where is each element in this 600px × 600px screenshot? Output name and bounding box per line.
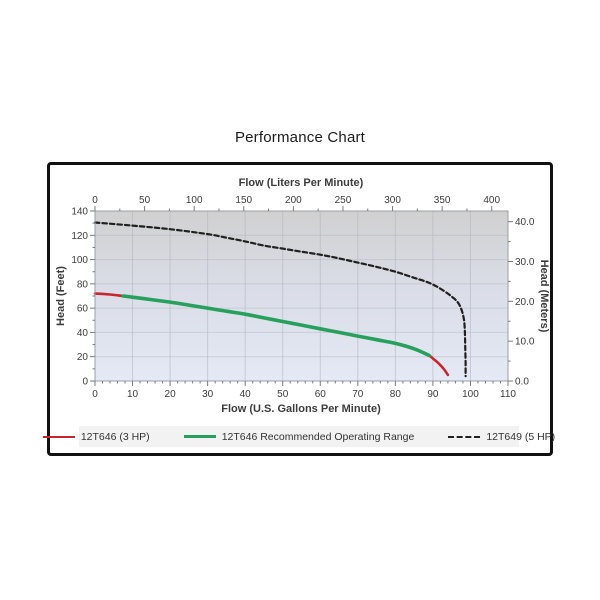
chart-title: Performance Chart <box>234 129 366 146</box>
right-tick-label: 10.0 <box>515 337 535 348</box>
bottom-tick-label: 70 <box>352 389 364 400</box>
legend-label-3hp: 12T646 (3 HP) <box>80 430 150 443</box>
bottom-tick-label: 80 <box>390 389 402 400</box>
legend-entry-3hp: 12T646 (3 HP) <box>42 430 150 443</box>
series-line-5hp <box>93 221 467 378</box>
top-tick-label: 150 <box>235 195 252 206</box>
bottom-tick-label: 110 <box>500 389 516 400</box>
top-tick-label: 0 <box>92 195 98 206</box>
left-tick-label: 80 <box>77 279 89 290</box>
top-tick-label: 300 <box>384 195 401 206</box>
right-tick-label: 0.0 <box>515 377 529 388</box>
legend-entry-5hp: 12T649 (5 HP) <box>448 431 555 443</box>
left-axis-label: Head (Feet) <box>55 266 67 326</box>
bottom-tick-label: 20 <box>165 389 177 400</box>
bottom-tick-label: 60 <box>315 389 327 400</box>
legend-line-dashed <box>448 435 481 438</box>
right-tick-label: 30.0 <box>515 257 535 268</box>
left-tick-label: 40 <box>77 328 89 339</box>
left-tick-label: 100 <box>71 255 88 266</box>
bottom-tick-label: 100 <box>462 389 479 400</box>
top-tick-label: 350 <box>434 195 451 206</box>
left-tick-label: 20 <box>77 352 89 363</box>
top-tick-label: 200 <box>285 195 302 206</box>
bottom-tick-label: 40 <box>240 389 252 400</box>
bottom-axis-label: Flow (U.S. Gallons Per Minute) <box>221 403 381 415</box>
chart-frame: 0 10 20 30 40 50 60 70 80 90 100 110 0 50 100 150 200 250… <box>42 162 555 456</box>
bottom-tick-label: 90 <box>427 389 439 400</box>
top-tick-label: 250 <box>335 195 352 206</box>
series-line-recommended-range <box>121 294 431 358</box>
left-tick-label: 120 <box>71 231 88 242</box>
legend-label-5hp: 12T649 (5 HP) <box>486 430 556 443</box>
left-tick-label: 140 <box>71 207 88 218</box>
bottom-tick-label: 30 <box>202 389 214 400</box>
left-tick-label: 60 <box>77 304 89 315</box>
top-tick-label: 100 <box>186 195 203 206</box>
chart-legend: 12T646 (3 HP) 12T646 Recommended Operati… <box>42 426 555 447</box>
legend-line-red <box>42 435 75 438</box>
top-tick-label: 400 <box>483 195 500 206</box>
top-axis-label: Flow (Liters Per Minute) <box>239 177 364 189</box>
left-tick-label: 0 <box>82 377 88 388</box>
bottom-tick-label: 0 <box>92 389 98 400</box>
plot-background <box>95 211 508 381</box>
bottom-tick-label: 50 <box>277 389 289 400</box>
legend-label-recommended-range: 12T646 Recommended Operating Range <box>221 430 415 443</box>
right-tick-label: 20.0 <box>515 297 535 308</box>
bottom-tick-label: 10 <box>127 389 139 400</box>
top-tick-label: 50 <box>139 195 151 206</box>
legend-entry-recommended-range: 12T646 Recommended Operating Range <box>183 430 415 443</box>
right-axis-label: Head (Meters) <box>538 260 550 333</box>
legend-line-green <box>183 435 216 438</box>
right-tick-label: 40.0 <box>515 217 535 228</box>
